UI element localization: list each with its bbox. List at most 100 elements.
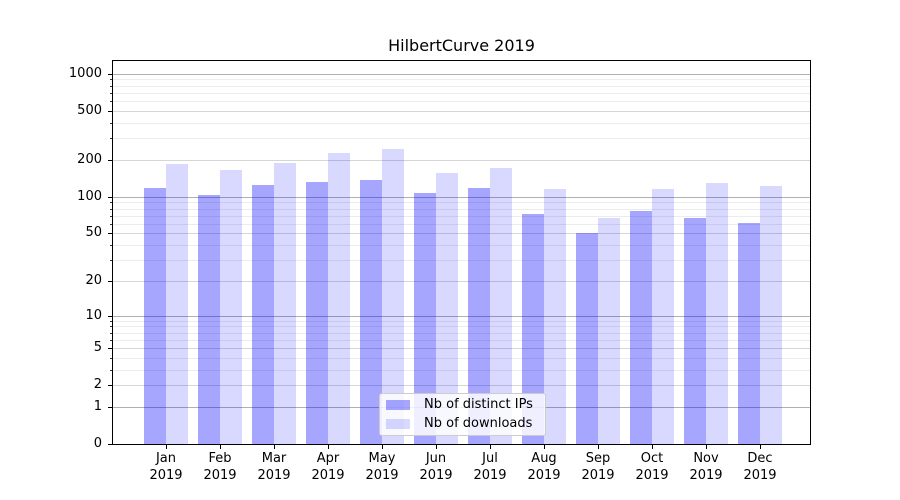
x-tick-label: Sep 2019: [571, 450, 625, 484]
x-tick-label: Dec 2019: [733, 450, 787, 484]
y-minor-tick: [110, 357, 112, 359]
plot-area: [112, 60, 811, 445]
legend-swatch-distinct-ips: [386, 400, 410, 411]
y-tick: [108, 315, 112, 317]
y-minor-tick: [110, 332, 112, 334]
y-minor-tick: [110, 326, 112, 328]
y-tick: [108, 280, 112, 282]
gridline: [113, 233, 810, 235]
x-tick-label-month: Apr: [316, 451, 340, 466]
x-tick-label: Oct 2019: [625, 450, 679, 484]
gridline-minor: [113, 101, 810, 103]
x-tick-label-month: Jun: [425, 451, 447, 466]
y-minor-tick: [110, 245, 112, 246]
y-tick-label: 1000: [68, 65, 102, 81]
gridline: [113, 315, 810, 317]
gridline-minor: [113, 245, 810, 246]
legend-item: Nb of downloads: [386, 415, 539, 434]
bar-ips-aug: [522, 214, 544, 444]
y-minor-tick: [110, 202, 112, 204]
x-tick-label-month: Jan: [155, 451, 177, 466]
x-tick: [490, 445, 491, 449]
x-tick-label-month: Dec: [747, 451, 773, 466]
x-tick-label-year: 2019: [203, 468, 237, 483]
x-tick-label-year: 2019: [527, 468, 561, 483]
x-tick-label: Jul 2019: [463, 450, 517, 484]
y-minor-tick: [110, 79, 112, 81]
bar-downloads-apr: [328, 152, 350, 444]
x-tick-label: Mar 2019: [247, 450, 301, 484]
x-tick-label-year: 2019: [635, 468, 669, 483]
y-tick: [108, 73, 112, 75]
y-tick: [108, 406, 112, 408]
y-tick-label: 1: [93, 398, 102, 414]
x-tick: [274, 445, 275, 449]
x-tick-label-year: 2019: [743, 468, 777, 483]
bar-downloads-jun: [436, 173, 458, 444]
y-minor-tick: [110, 215, 112, 217]
gridline-minor: [113, 320, 810, 322]
x-tick-label-month: May: [368, 451, 396, 466]
x-tick-label-month: Sep: [585, 451, 611, 466]
y-tick-label: 0: [93, 436, 102, 451]
y-minor-tick: [110, 101, 112, 103]
y-tick: [108, 444, 112, 445]
gridline-minor: [113, 326, 810, 328]
x-tick-label-year: 2019: [311, 468, 345, 483]
gridline-minor: [113, 223, 810, 225]
y-tick: [108, 348, 112, 349]
y-tick: [108, 385, 112, 387]
y-minor-tick: [110, 260, 112, 261]
chart-title: HilbertCurve 2019: [388, 36, 535, 55]
legend: Nb of distinct IPs Nb of downloads: [379, 393, 546, 436]
gridline-minor: [113, 138, 810, 140]
x-tick-label-month: Aug: [531, 451, 557, 466]
y-minor-tick: [110, 138, 112, 140]
y-tick-label: 5: [93, 340, 102, 355]
y-minor-tick: [110, 85, 112, 87]
legend-label-distinct-ips: Nb of distinct IPs: [424, 397, 533, 413]
x-tick-label-year: 2019: [473, 468, 507, 483]
x-tick-label-year: 2019: [689, 468, 723, 483]
bar-downloads-nov: [706, 182, 728, 444]
x-tick-label-month: Mar: [261, 451, 287, 466]
x-tick-label: Jun 2019: [409, 450, 463, 484]
bar-downloads-sep: [598, 217, 620, 444]
gridline-minor: [113, 122, 810, 124]
bar-downloads-dec: [760, 186, 782, 444]
y-minor-tick: [110, 122, 112, 124]
y-tick-label: 100: [77, 188, 102, 204]
bar-downloads-mar: [274, 162, 296, 444]
legend-item: Nb of distinct IPs: [386, 396, 539, 415]
x-tick: [166, 445, 167, 449]
bar-downloads-jul: [490, 168, 512, 444]
gridline: [113, 110, 810, 112]
legend-swatch-downloads: [386, 418, 410, 429]
bar-ips-jun: [414, 193, 436, 444]
bar-downloads-feb: [220, 170, 242, 444]
gridline-minor: [113, 357, 810, 359]
y-minor-tick: [110, 223, 112, 225]
gridline-minor: [113, 92, 810, 94]
gridline: [113, 73, 810, 75]
legend-label-downloads: Nb of downloads: [424, 415, 533, 431]
bar-ips-may: [360, 180, 382, 444]
gridline: [113, 385, 810, 387]
x-tick: [220, 445, 221, 449]
bar-downloads-jan: [166, 163, 188, 444]
gridline-minor: [113, 202, 810, 204]
y-minor-tick: [110, 92, 112, 94]
gridline-minor: [113, 369, 810, 371]
y-tick: [108, 110, 112, 112]
x-tick-label: Nov 2019: [679, 450, 733, 484]
y-tick-label: 10: [85, 307, 102, 323]
x-tick-label-year: 2019: [365, 468, 399, 483]
x-tick-label: Aug 2019: [517, 450, 571, 484]
x-tick-label-month: Nov: [693, 451, 719, 466]
bar-ips-nov: [684, 217, 706, 444]
x-tick: [706, 445, 707, 449]
bar-downloads-may: [382, 148, 404, 444]
x-tick-label-year: 2019: [149, 468, 183, 483]
x-tick-label-year: 2019: [257, 468, 291, 483]
x-tick-label-year: 2019: [419, 468, 453, 483]
